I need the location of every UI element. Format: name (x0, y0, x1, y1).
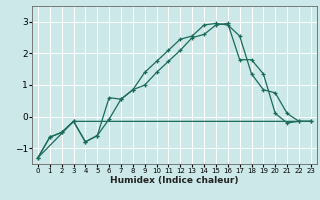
X-axis label: Humidex (Indice chaleur): Humidex (Indice chaleur) (110, 176, 239, 185)
